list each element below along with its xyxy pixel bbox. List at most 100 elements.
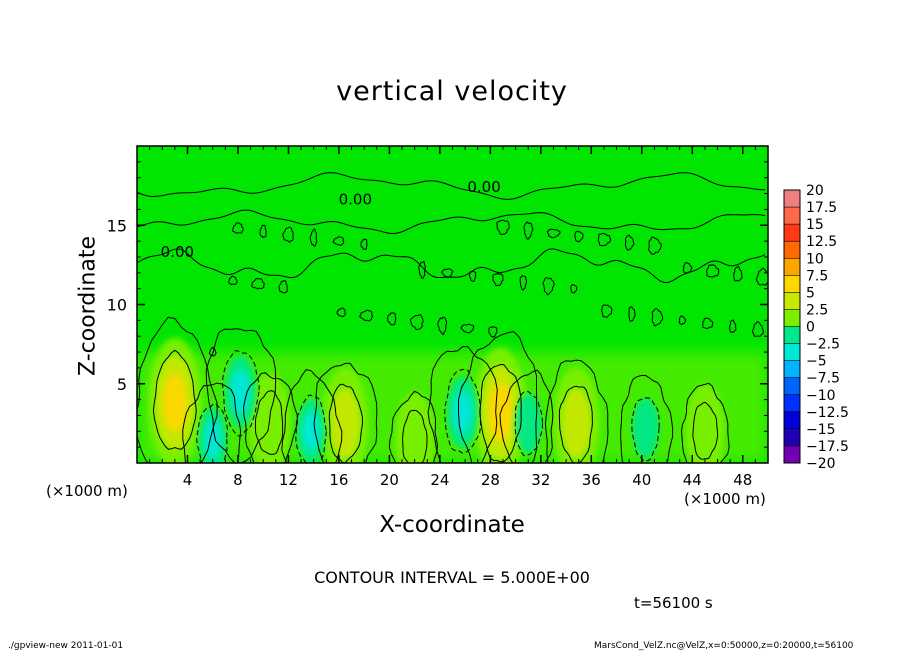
contour-zero — [388, 390, 439, 463]
contour-speckle — [651, 308, 664, 327]
contour-speckle — [259, 224, 267, 239]
feature-downdraft — [515, 393, 542, 454]
contour-speckle — [208, 346, 217, 357]
contour-speckle — [332, 236, 345, 247]
colorbar-segment — [784, 190, 800, 208]
contour-zero — [281, 369, 343, 463]
contour-speckle — [542, 277, 555, 296]
contour-speckle — [597, 232, 612, 247]
x-tick-label: 36 — [582, 471, 601, 489]
x-tick-label: 24 — [430, 471, 449, 489]
x-tick-label: 16 — [329, 471, 348, 489]
contour-zero — [457, 331, 538, 463]
contour-speckle — [733, 266, 743, 282]
contour-speckle — [437, 316, 448, 336]
contour-speckle — [409, 314, 424, 331]
colorbar-segment — [784, 241, 800, 259]
contour-lines — [137, 172, 768, 463]
contour-speckle — [702, 317, 714, 330]
contour-speckle — [309, 228, 318, 247]
colorbar-segment — [784, 377, 800, 396]
contour-speckle — [496, 219, 510, 236]
x-tick-label: 32 — [531, 471, 550, 489]
contour-speckle — [359, 309, 374, 322]
feature-updraft — [148, 337, 202, 463]
feature-downdraft — [446, 376, 479, 449]
contour-speckle — [441, 268, 454, 279]
colorbar-label: 12.5 — [806, 234, 837, 250]
colorbar-label: 0 — [806, 320, 815, 336]
z-tick-label: 5 — [117, 375, 127, 394]
colorbar-label: 17.5 — [806, 200, 837, 216]
contour-speckle — [278, 280, 288, 294]
contour-speckle — [729, 319, 737, 334]
footer-right: MarsCond_VelZ.nc@VelZ,x=0:50000,z=0:2000… — [594, 641, 854, 651]
contour-speckle — [574, 230, 584, 243]
colorbar-segment — [784, 445, 800, 464]
x-tick-label: 48 — [733, 471, 752, 489]
contour-speckle — [706, 264, 720, 278]
colorbar-segment — [784, 411, 800, 430]
contour-speckle — [468, 270, 477, 282]
contour-downdraft — [221, 350, 260, 437]
x-tick-label: 28 — [481, 471, 500, 489]
colorbar-segment — [784, 224, 800, 242]
colorbar-label: 20 — [806, 183, 824, 199]
x-tick-label: 40 — [632, 471, 651, 489]
contour-zero — [205, 328, 277, 463]
contour-zero — [620, 374, 674, 463]
colorbar-label: −15 — [806, 422, 836, 438]
colorbar-label: −17.5 — [806, 439, 849, 455]
feature-downdraft — [632, 398, 659, 459]
contour-speckle — [336, 307, 346, 318]
contour-speckle — [232, 222, 244, 234]
contour-updraft — [328, 383, 364, 463]
contour-zero — [544, 359, 609, 463]
colorbar-segment — [784, 275, 800, 293]
contour-speckle — [752, 321, 764, 337]
colorbar-segment — [784, 292, 800, 310]
contour-speckle — [360, 238, 368, 250]
colorbar-label: −2.5 — [806, 337, 840, 353]
contour-speckle — [624, 234, 635, 252]
x-tick-label: 8 — [233, 471, 243, 489]
contour-speckle — [228, 275, 238, 286]
x-tick-label: 20 — [380, 471, 399, 489]
contour-zero-upper — [137, 248, 766, 284]
contour-speckle — [570, 284, 578, 294]
x-axis-ticks: 4 8 12 16 20 24 28 32 36 40 44 48 — [149, 146, 756, 489]
contour-zero — [499, 369, 554, 463]
x-tick-label: 4 — [183, 471, 193, 489]
z-axis-ticks: 5 10 15 — [107, 161, 768, 448]
contour-speckle — [600, 304, 613, 318]
colorbar-label: 15 — [806, 217, 824, 233]
feature-downdraft — [224, 355, 257, 428]
colorbar-segment — [784, 309, 800, 327]
x-axis-label: X-coordinate — [379, 512, 525, 538]
colorbar-label: 5 — [806, 285, 815, 301]
contour-speckle — [755, 267, 768, 286]
contour-updraft — [479, 363, 522, 463]
z-tick-label: 15 — [107, 216, 127, 235]
contour-zero-upper — [137, 209, 766, 235]
contour-downdraft — [514, 390, 544, 457]
feature-updraft — [395, 392, 435, 463]
feature-updraft — [322, 367, 369, 463]
contour-updraft — [558, 385, 593, 463]
contour-zero — [243, 372, 298, 463]
colorbar-label: −10 — [806, 388, 836, 404]
colorbar-segment — [784, 428, 800, 447]
contour-speckle — [387, 312, 397, 326]
contour-interval-text: CONTOUR INTERVAL = 5.000E+00 — [314, 568, 590, 587]
time-text: t=56100 s — [634, 594, 713, 612]
contour-speckle — [647, 236, 662, 255]
contour-label: 0.00 — [467, 178, 500, 196]
contour-updraft — [152, 349, 197, 450]
colorbar-label: −20 — [806, 456, 836, 472]
contour-updraft — [692, 401, 719, 460]
contour-speckle — [418, 260, 426, 279]
z-tick-label: 10 — [107, 296, 127, 315]
contour-zero — [680, 382, 730, 463]
